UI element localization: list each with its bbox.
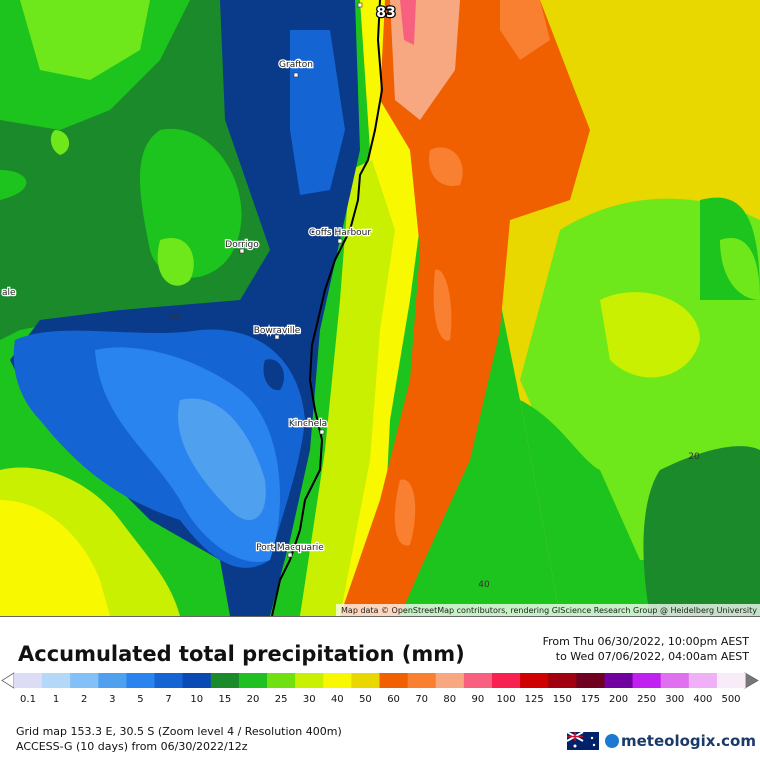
legend-label: 300	[665, 694, 684, 705]
legend-label: 3	[109, 694, 115, 705]
legend-swatch	[154, 673, 184, 688]
legend-label: 400	[693, 694, 712, 705]
legend-label: 25	[275, 694, 288, 705]
brand[interactable]: meteologix.com	[621, 732, 756, 750]
legend-swatch	[491, 673, 521, 688]
legend-swatch	[407, 673, 437, 688]
legend-swatch	[267, 673, 296, 688]
legend-swatch	[323, 673, 352, 688]
legend-label: 500	[721, 694, 740, 705]
legend-swatch	[13, 673, 43, 688]
legend-swatch	[182, 673, 212, 688]
legend-label: 60	[387, 694, 400, 705]
place-label: Grafton	[279, 60, 313, 70]
legend-swatch	[604, 673, 634, 688]
contour-label: 20	[688, 452, 700, 462]
legend-label: 90	[472, 694, 485, 705]
contour-label: 20	[168, 313, 180, 323]
legend-label: 20	[247, 694, 260, 705]
legend-swatch	[98, 673, 127, 688]
grid-info: Grid map 153.3 E, 30.5 S (Zoom level 4 /…	[16, 725, 342, 738]
legend-arrow	[1, 672, 15, 689]
legend-label: 5	[137, 694, 143, 705]
legend-swatch	[42, 673, 71, 688]
legend-swatch	[70, 673, 99, 688]
place-label: Dorrigo	[225, 240, 259, 250]
legend-swatch	[716, 673, 746, 688]
legend-label: 70	[415, 694, 428, 705]
attribution: Map data © OpenStreetMap contributors, r…	[341, 606, 757, 615]
legend-label: 1	[53, 694, 59, 705]
period-from: From Thu 06/30/2022, 10:00pm AEST	[543, 635, 750, 648]
legend-label: 250	[637, 694, 656, 705]
legend-label: 125	[525, 694, 544, 705]
legend-swatch	[435, 673, 465, 688]
place-label: Coffs Harbour	[309, 228, 371, 238]
legend-label: 200	[609, 694, 628, 705]
legend-label: 7	[165, 694, 171, 705]
place-label: Kinchela	[289, 419, 327, 429]
legend-swatch	[238, 673, 268, 688]
legend-swatch	[351, 673, 380, 688]
legend-label: 175	[581, 694, 600, 705]
legend-swatch	[548, 673, 577, 688]
legend-swatch	[576, 673, 605, 688]
legend-swatch	[632, 673, 662, 688]
legend-swatch	[379, 673, 409, 688]
legend-swatch	[210, 673, 240, 688]
brand-icon	[605, 734, 619, 748]
place-label: Bowraville	[254, 326, 301, 336]
place-label: ale	[2, 288, 16, 298]
model-info: ACCESS-G (10 days) from 06/30/2022/12z	[16, 740, 248, 753]
period-to: to Wed 07/06/2022, 04:00am AEST	[556, 650, 750, 663]
legend-swatch	[126, 673, 156, 688]
legend-label: 2	[81, 694, 87, 705]
legend-label: 40	[331, 694, 344, 705]
max-label: 83	[376, 5, 395, 21]
legend-label: 10	[190, 694, 203, 705]
legend-swatch	[295, 673, 324, 688]
legend-label: 50	[359, 694, 372, 705]
legend-label: 80	[443, 694, 456, 705]
legend-label: 15	[218, 694, 231, 705]
legend-arrow	[744, 672, 759, 689]
legend-swatch	[520, 673, 549, 688]
map: Grafton Dorrigo Coffs Harbour Bowraville…	[0, 0, 760, 616]
legend-swatch	[688, 673, 718, 688]
legend-label: 150	[553, 694, 572, 705]
legend-label: 30	[303, 694, 316, 705]
legend-label: 100	[496, 694, 515, 705]
legend: 0.1 1 2 3 5 7 10 15 20 25 30 40 50 60 70 80 90 100 125 150 1…	[1, 672, 759, 705]
legend-swatch	[660, 673, 690, 688]
place-label: Port Macquarie	[256, 543, 324, 553]
legend-swatch	[463, 673, 493, 688]
legend-title: Accumulated total precipitation (mm)	[18, 642, 465, 666]
contour-label: 40	[478, 580, 490, 590]
flag	[566, 731, 599, 750]
legend-label: 0.1	[20, 694, 36, 705]
